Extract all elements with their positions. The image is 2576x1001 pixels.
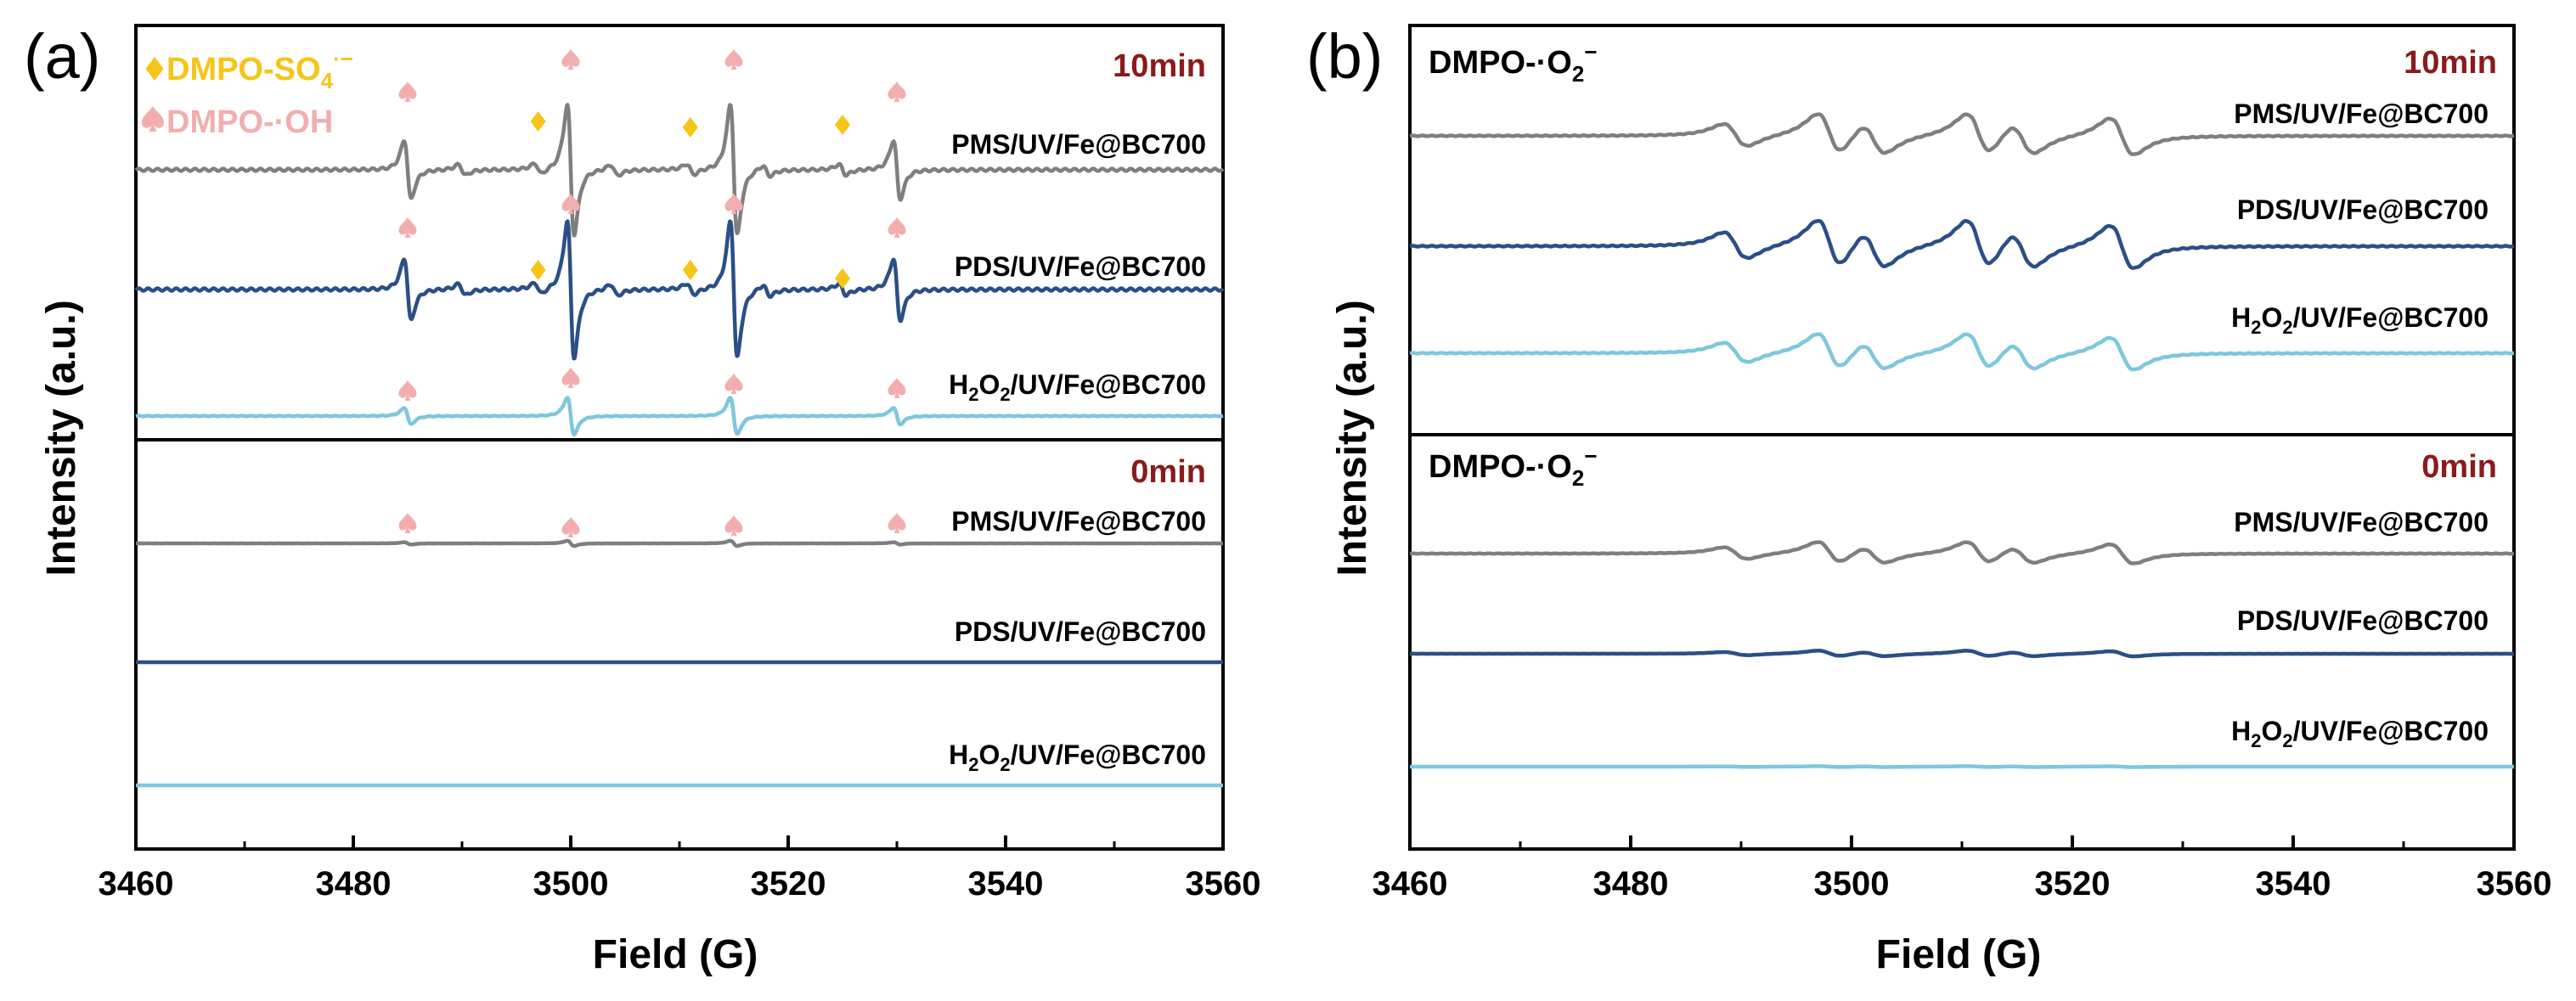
series-label: PMS/UV/Fe@BC700 (951, 129, 1206, 160)
species-label: DMPO-·O2− (1429, 39, 1598, 87)
panel-a: 3460 3480 3500 3520 3540 3560 10min PMS/UV/Fe@B… (99, 24, 1261, 903)
x-tick-label: 3460 (1373, 865, 1448, 903)
diamond-marker-icon (530, 260, 546, 280)
x-tick-label: 3520 (751, 865, 826, 903)
series-label: PDS/UV/Fe@BC700 (955, 616, 1206, 647)
spade-marker-icon (398, 217, 417, 238)
spade-marker-icon (141, 106, 165, 132)
series-line (134, 538, 1225, 548)
series-line (1408, 112, 2516, 156)
panel-a-letter: (a) (24, 21, 100, 92)
series-line (1408, 218, 2516, 270)
spade-marker-icon (398, 380, 417, 401)
x-tick-label: 3520 (2035, 865, 2111, 903)
series-line (1408, 649, 2516, 659)
series-label: PMS/UV/Fe@BC700 (2234, 98, 2489, 129)
spade-marker-icon (561, 517, 580, 537)
spade-marker-icon (724, 515, 743, 536)
series-label: PDS/UV/Fe@BC700 (955, 251, 1206, 282)
y-axis-label-a: Intensity (a.u.) (39, 300, 84, 576)
panel-b: 3460 3480 3500 3520 3540 3560 10min DMPO-·O2− PM… (1373, 24, 2552, 903)
time-label: 0min (1130, 454, 1206, 490)
spade-marker-icon (724, 374, 743, 394)
x-tick-label: 3560 (2477, 865, 2552, 903)
series-line (134, 219, 1225, 361)
spade-marker-icon (398, 82, 417, 102)
spade-marker-icon (398, 513, 417, 533)
diamond-marker-icon (835, 268, 850, 289)
series-line (134, 103, 1225, 238)
diamond-marker-icon (682, 117, 698, 138)
x-tick-label: 3500 (533, 865, 609, 903)
series-label: H2O2/UV/Fe@BC700 (949, 369, 1206, 405)
series-line (1408, 540, 2516, 565)
x-tick-label: 3540 (2256, 865, 2331, 903)
legend-oh-label: DMPO-·OH (166, 104, 333, 140)
x-axis-label-b: Field (G) (1876, 932, 2042, 977)
diamond-marker-icon (145, 57, 164, 81)
x-tick-label: 3560 (1186, 865, 1261, 903)
series-label: H2O2/UV/Fe@BC700 (949, 740, 1206, 775)
series-label: PDS/UV/Fe@BC700 (2237, 194, 2489, 225)
spade-marker-icon (561, 194, 580, 214)
x-axis-label-a: Field (G) (593, 932, 758, 977)
x-tick-label: 3480 (316, 865, 392, 903)
time-label: 10min (2404, 45, 2497, 81)
spade-marker-icon (888, 217, 906, 238)
spade-marker-icon (561, 368, 580, 388)
y-axis-label-b: Intensity (a.u.) (1330, 300, 1375, 576)
x-tick-label: 3500 (1814, 865, 1890, 903)
spade-marker-icon (888, 82, 906, 102)
diamond-marker-icon (835, 115, 850, 135)
panel-b-letter: (b) (1306, 21, 1383, 92)
series-line (1408, 764, 2516, 769)
spade-marker-icon (888, 513, 906, 533)
legend-so4-label: DMPO-SO4·− (166, 46, 353, 93)
series-label: H2O2/UV/Fe@BC700 (2231, 302, 2489, 338)
spade-marker-icon (888, 378, 906, 398)
spade-marker-icon (724, 194, 743, 214)
series-line (1408, 332, 2516, 372)
diamond-marker-icon (530, 111, 546, 132)
time-label: 10min (1113, 48, 1206, 84)
series-line (134, 396, 1225, 436)
time-label: 0min (2421, 449, 2497, 485)
series-label: PMS/UV/Fe@BC700 (2234, 507, 2489, 537)
series-label: PMS/UV/Fe@BC700 (951, 506, 1206, 537)
series-label: H2O2/UV/Fe@BC700 (2231, 716, 2489, 751)
spade-marker-icon (561, 49, 580, 70)
x-tick-label: 3460 (99, 865, 174, 903)
legend-a: DMPO-SO4·− DMPO-·OH (141, 46, 353, 140)
spade-marker-icon (724, 49, 743, 70)
x-tick-label: 3540 (968, 865, 1044, 903)
series-label: PDS/UV/Fe@BC700 (2237, 605, 2489, 636)
diamond-marker-icon (682, 260, 698, 280)
species-label: DMPO-·O2− (1429, 443, 1598, 491)
x-tick-label: 3480 (1593, 865, 1669, 903)
